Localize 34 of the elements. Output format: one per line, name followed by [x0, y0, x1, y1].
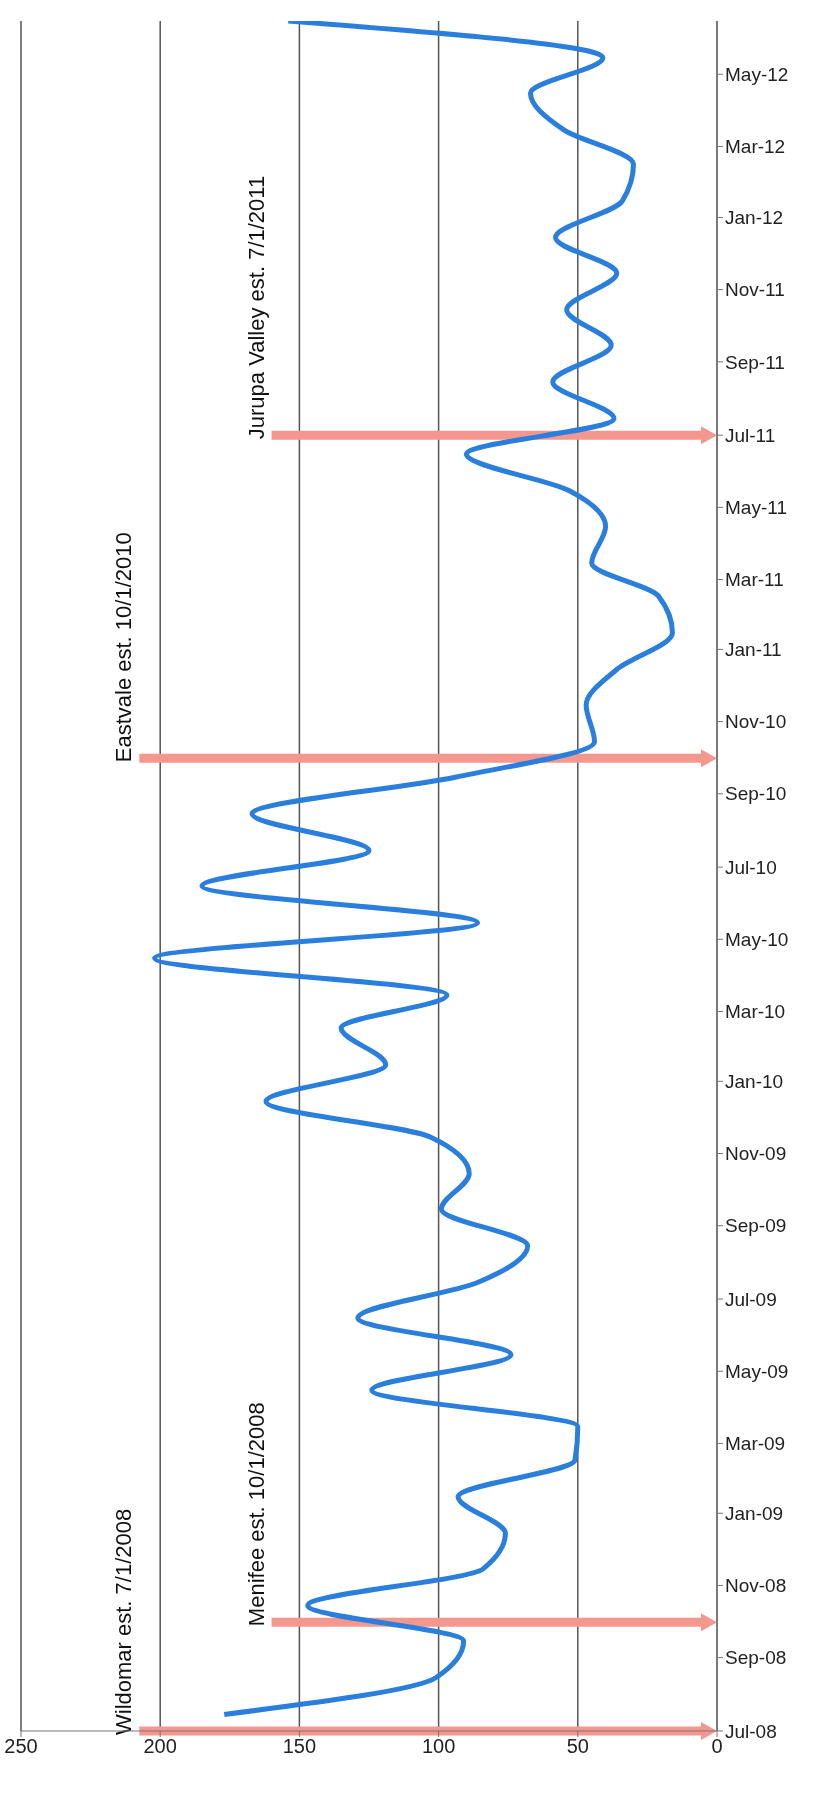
- y-tick-label: Nov-10: [725, 711, 787, 733]
- y-tick-label: Jan-09: [725, 1503, 784, 1524]
- y-tick-label: Nov-11: [725, 279, 785, 301]
- y-tick-label: Mar-12: [725, 136, 786, 158]
- y-tick-label: Sep-09: [725, 1215, 787, 1237]
- x-tick-label: 200: [143, 1735, 177, 1758]
- x-tick-label: 50: [566, 1735, 589, 1758]
- y-tick-label: Sep-08: [725, 1647, 787, 1669]
- y-tick-label: Jul-09: [725, 1288, 777, 1310]
- ref-line-label: Jurupa Valley est. 7/1/2011: [243, 175, 269, 440]
- y-tick-label: Sep-11: [725, 351, 785, 373]
- y-tick-label: Jul-08: [725, 1720, 777, 1742]
- ref-line-label: Eastvale est. 10/1/2010: [111, 532, 137, 763]
- y-tick-label: Mar-11: [725, 569, 784, 591]
- x-tick-label: 150: [282, 1735, 317, 1758]
- x-tick-label: 100: [421, 1735, 456, 1758]
- y-tick-label: Nov-08: [725, 1575, 787, 1597]
- y-tick-label: Nov-09: [725, 1143, 787, 1165]
- y-tick-label: May-10: [725, 929, 789, 951]
- y-tick-label: Jan-12: [725, 207, 784, 229]
- x-tick-label: 250: [4, 1735, 38, 1758]
- y-tick-label: Jul-11: [725, 424, 776, 446]
- x-tick-label: 0: [711, 1735, 723, 1758]
- y-tick-label: Mar-10: [725, 1001, 786, 1023]
- y-tick-label: Jan-10: [725, 1071, 784, 1093]
- y-tick-label: Mar-09: [725, 1433, 786, 1455]
- y-tick-label: Jan-11: [725, 639, 782, 661]
- ref-line-label: Menifee est. 10/1/2008: [243, 1402, 269, 1627]
- y-tick-label: May-11: [725, 497, 787, 519]
- y-tick-label: Sep-10: [725, 783, 787, 805]
- y-tick-label: May-12: [725, 64, 789, 85]
- y-tick-label: May-09: [725, 1360, 789, 1382]
- y-tick-label: Jul-10: [725, 856, 777, 878]
- ref-line-label: Wildomar est. 7/1/2008: [111, 1508, 137, 1735]
